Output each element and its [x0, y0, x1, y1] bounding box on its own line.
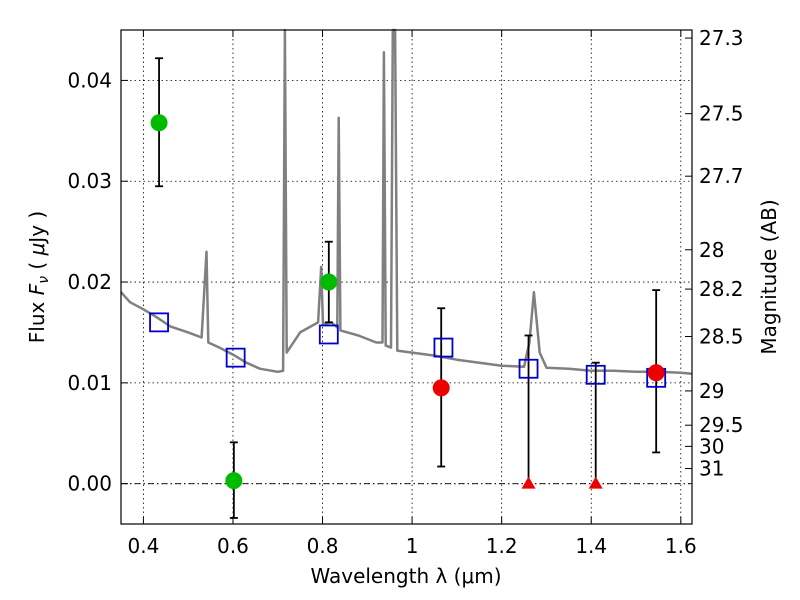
y-tick-label: 0.03	[67, 169, 112, 193]
model-flux-square	[585, 364, 606, 385]
x-tick-label: 1	[406, 534, 419, 558]
right-tick-label: 27.7	[699, 164, 744, 188]
x-tick-label: 1.6	[665, 534, 697, 558]
right-tick-label: 29.5	[699, 413, 744, 437]
x-axis-title: Wavelength λ (μm)	[310, 564, 501, 588]
right-tick-label: 29	[699, 379, 724, 403]
y-tick-label: 0.01	[67, 371, 112, 395]
x-axis: 0.4 0.6 0.8 1 1.2 1.4 1.6	[127, 30, 697, 558]
y-tick-label: 0.04	[67, 68, 112, 92]
plot-background	[121, 30, 692, 524]
model-flux-square	[433, 337, 454, 358]
right-tick-label: 28.5	[699, 324, 744, 348]
right-tick-label: 28	[699, 238, 724, 262]
right-tick-label: 30	[699, 434, 724, 458]
x-tick-label: 1.2	[486, 534, 518, 558]
measured-flux-point	[150, 114, 168, 132]
model-spectrum	[120, 28, 693, 376]
y-axis-title: Flux Fν ( μJy )	[25, 211, 52, 343]
measured-flux-point	[432, 379, 450, 397]
measured-flux-point	[225, 472, 243, 490]
x-tick-label: 1.4	[575, 534, 607, 558]
model-flux-square	[149, 312, 169, 333]
model-flux-square	[518, 358, 539, 379]
measured-flux-point	[320, 273, 338, 291]
right-tick-label: 31	[699, 457, 724, 481]
model-flux-square	[318, 324, 339, 345]
x-tick-label: 0.6	[217, 534, 249, 558]
data-markers	[149, 114, 667, 490]
y-tick-label: 0.00	[67, 472, 112, 496]
upper-limit-triangle	[588, 476, 603, 489]
y-axis-right-title: Magnitude (AB)	[757, 199, 781, 354]
measured-flux-point	[647, 364, 665, 382]
upper-limit-triangle	[521, 476, 536, 489]
right-tick-label: 27.3	[699, 26, 744, 50]
right-tick-label: 28.2	[699, 277, 744, 301]
x-tick-label: 0.4	[127, 534, 159, 558]
x-tick-label: 0.8	[307, 534, 339, 558]
plot-frame	[120, 29, 693, 525]
y-tick-label: 0.02	[67, 270, 112, 294]
spectrum-line	[120, 28, 693, 376]
model-flux-square	[225, 347, 246, 368]
y-axis-left: 0.00 0.01 0.02 0.03 0.04	[67, 68, 128, 496]
right-tick-label: 27.5	[699, 102, 744, 126]
